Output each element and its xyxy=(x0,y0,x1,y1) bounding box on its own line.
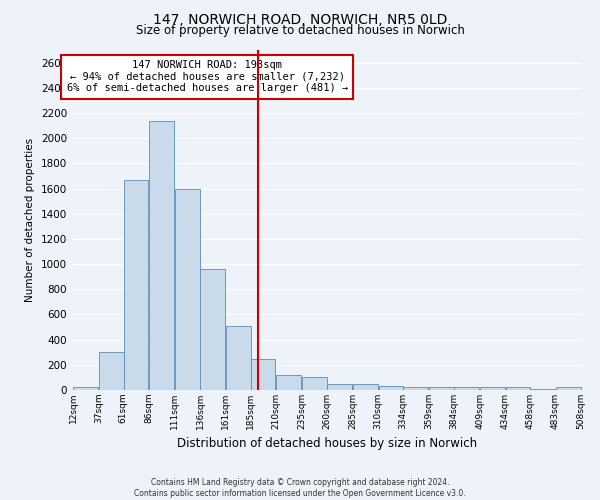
Bar xyxy=(73,387,98,390)
Bar xyxy=(556,387,581,390)
Text: Contains HM Land Registry data © Crown copyright and database right 2024.
Contai: Contains HM Land Registry data © Crown c… xyxy=(134,478,466,498)
Bar xyxy=(149,120,174,390)
Bar xyxy=(276,375,301,390)
Text: 147, NORWICH ROAD, NORWICH, NR5 0LD: 147, NORWICH ROAD, NORWICH, NR5 0LD xyxy=(153,12,447,26)
Y-axis label: Number of detached properties: Number of detached properties xyxy=(25,138,35,302)
Bar xyxy=(403,387,428,390)
Bar xyxy=(99,352,124,390)
Bar xyxy=(353,384,378,390)
Bar xyxy=(175,189,200,390)
Bar xyxy=(454,388,479,390)
Text: 147 NORWICH ROAD: 193sqm
← 94% of detached houses are smaller (7,232)
6% of semi: 147 NORWICH ROAD: 193sqm ← 94% of detach… xyxy=(67,60,348,94)
Text: Size of property relative to detached houses in Norwich: Size of property relative to detached ho… xyxy=(136,24,464,37)
Bar xyxy=(429,387,454,390)
Bar xyxy=(379,386,403,390)
Bar xyxy=(328,384,352,390)
Bar xyxy=(506,388,530,390)
Bar xyxy=(124,180,148,390)
Bar xyxy=(251,358,275,390)
Bar xyxy=(480,388,505,390)
Bar xyxy=(226,326,251,390)
Bar xyxy=(302,378,326,390)
Bar xyxy=(200,269,225,390)
X-axis label: Distribution of detached houses by size in Norwich: Distribution of detached houses by size … xyxy=(177,438,477,450)
